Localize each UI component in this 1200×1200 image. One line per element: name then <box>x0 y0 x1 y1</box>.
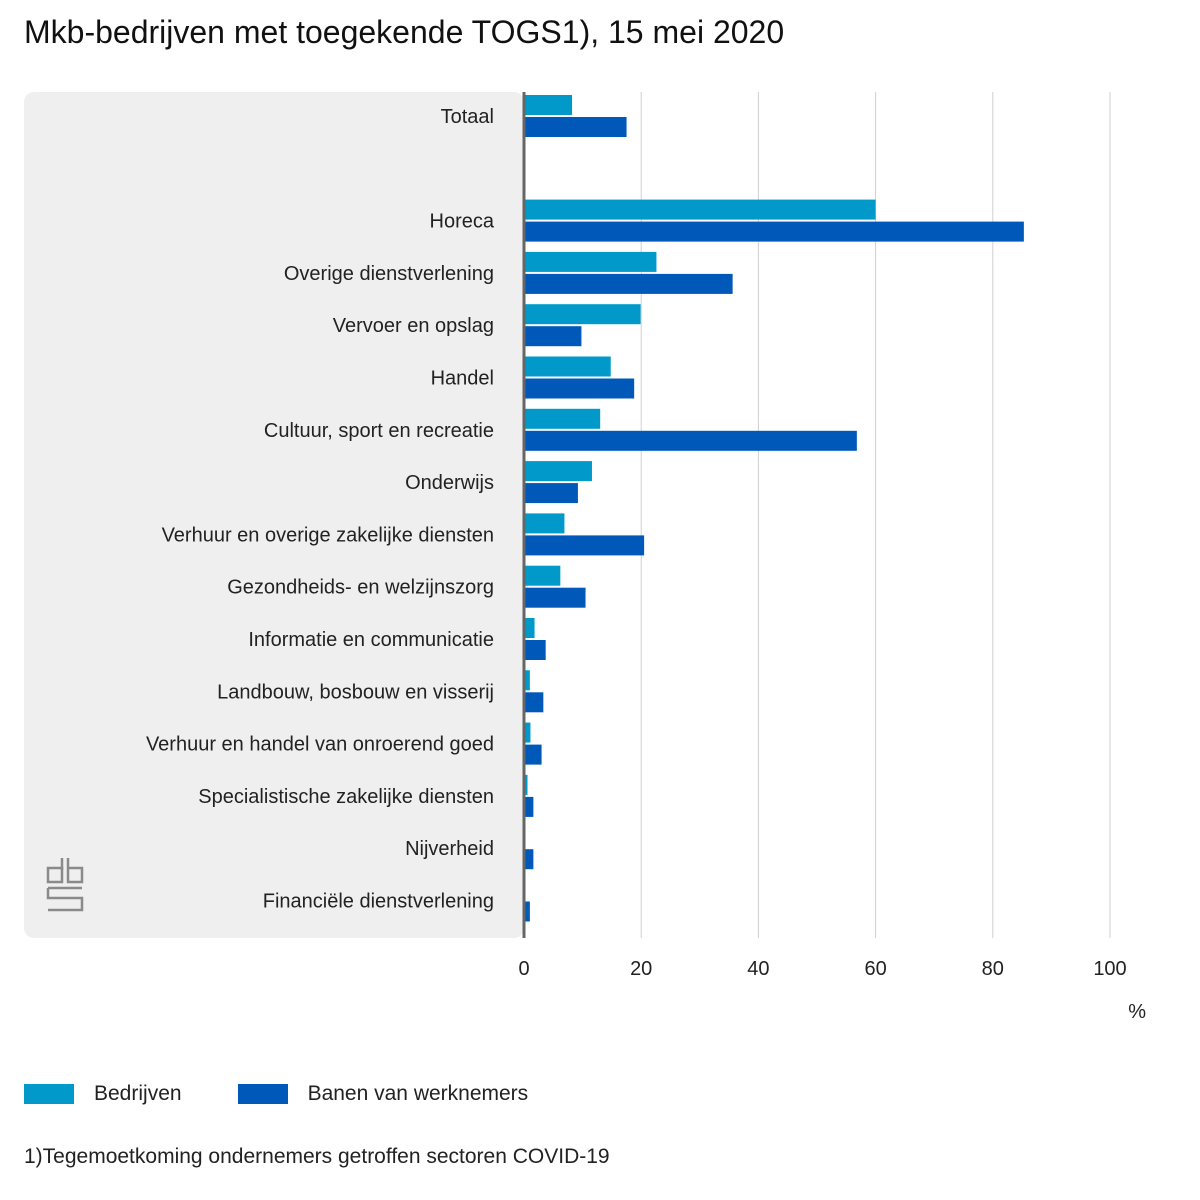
bar-banen-10 <box>524 640 546 660</box>
bar-banen-11 <box>524 692 544 713</box>
category-label-6: Cultuur, sport en recreatie <box>264 420 494 442</box>
bar-banen-0 <box>524 117 627 137</box>
bar-banen-9 <box>524 587 586 608</box>
label-panel <box>24 92 524 938</box>
x-tick-label-80: 80 <box>982 958 1004 980</box>
bar-bedrijven-2 <box>524 199 876 220</box>
bar-banen-3 <box>524 273 733 294</box>
bar-banen-14 <box>524 849 534 870</box>
bar-bedrijven-12 <box>524 722 531 743</box>
bar-banen-7 <box>524 483 578 504</box>
category-label-4: Vervoer en opslag <box>333 315 494 337</box>
bar-bedrijven-5 <box>524 356 611 377</box>
bar-bedrijven-9 <box>524 565 561 586</box>
category-label-11: Landbouw, bosbouw en visserij <box>217 681 494 703</box>
category-label-0: Totaal <box>441 106 494 128</box>
category-label-8: Verhuur en overige zakelijke diensten <box>162 524 494 546</box>
bar-banen-12 <box>524 744 542 765</box>
category-label-2: Horeca <box>430 211 495 233</box>
x-tick-label-60: 60 <box>864 958 886 980</box>
legend-label-bedrijven: Bedrijven <box>94 1082 182 1105</box>
cbs-logo-icon <box>46 858 84 912</box>
x-tick-label-0: 0 <box>518 958 529 980</box>
bar-bedrijven-3 <box>524 251 657 272</box>
category-label-15: Financiële dienstverlening <box>263 891 494 913</box>
bar-bedrijven-13 <box>524 774 528 795</box>
category-label-10: Informatie en communicatie <box>248 629 494 651</box>
bar-banen-5 <box>524 378 635 399</box>
bar-bedrijven-0 <box>524 95 573 115</box>
bar-bedrijven-11 <box>524 670 530 691</box>
category-label-12: Verhuur en handel van onroerend goed <box>146 734 494 756</box>
bar-bedrijven-6 <box>524 408 601 429</box>
category-label-7: Onderwijs <box>405 472 494 494</box>
legend-swatch-bedrijven <box>24 1084 74 1104</box>
legend-item-bedrijven[interactable]: Bedrijven <box>24 1082 182 1106</box>
x-tick-label-100: 100 <box>1093 958 1126 980</box>
cbs-logo-stroke <box>46 888 84 912</box>
chart-title: Mkb-bedrijven met toegekende TOGS1), 15 … <box>24 14 785 50</box>
bar-chart: Totaal Horeca Overige dienstverlening Vervo… <box>24 92 1146 1023</box>
x-tick-label-40: 40 <box>747 958 769 980</box>
x-tick-label-20: 20 <box>630 958 652 980</box>
bar-bedrijven-10 <box>524 618 535 638</box>
legend-item-banen[interactable]: Banen van werknemers <box>237 1082 529 1106</box>
bar-banen-2 <box>524 221 1024 242</box>
cbs-logo-stroke <box>66 858 84 884</box>
chart-area: Totaal Horeca Overige dienstverlening Vervo… <box>24 92 1146 1023</box>
bar-banen-6 <box>524 430 857 451</box>
bar-bedrijven-8 <box>524 513 565 534</box>
bar-banen-13 <box>524 796 534 817</box>
category-label-9: Gezondheids- en welzijnszorg <box>227 577 494 599</box>
legend: Bedrijven Banen van werknemers <box>24 1082 584 1106</box>
bar-banen-4 <box>524 326 582 347</box>
category-label-3: Overige dienstverlening <box>284 263 494 285</box>
category-label-13: Specialistische zakelijke diensten <box>198 786 494 808</box>
footnote: 1)Tegemoetkoming ondernemers getroffen s… <box>24 1145 610 1168</box>
bar-banen-15 <box>524 901 530 922</box>
legend-swatch-banen <box>237 1084 288 1104</box>
category-label-14: Nijverheid <box>405 838 494 860</box>
bar-bedrijven-4 <box>524 304 641 325</box>
cbs-logo-stroke <box>46 866 64 884</box>
category-label-5: Handel <box>431 368 494 390</box>
bar-banen-8 <box>524 535 645 556</box>
bar-bedrijven-7 <box>524 461 592 482</box>
legend-label-banen: Banen van werknemers <box>307 1082 529 1105</box>
x-axis-label: % <box>1128 1001 1146 1023</box>
